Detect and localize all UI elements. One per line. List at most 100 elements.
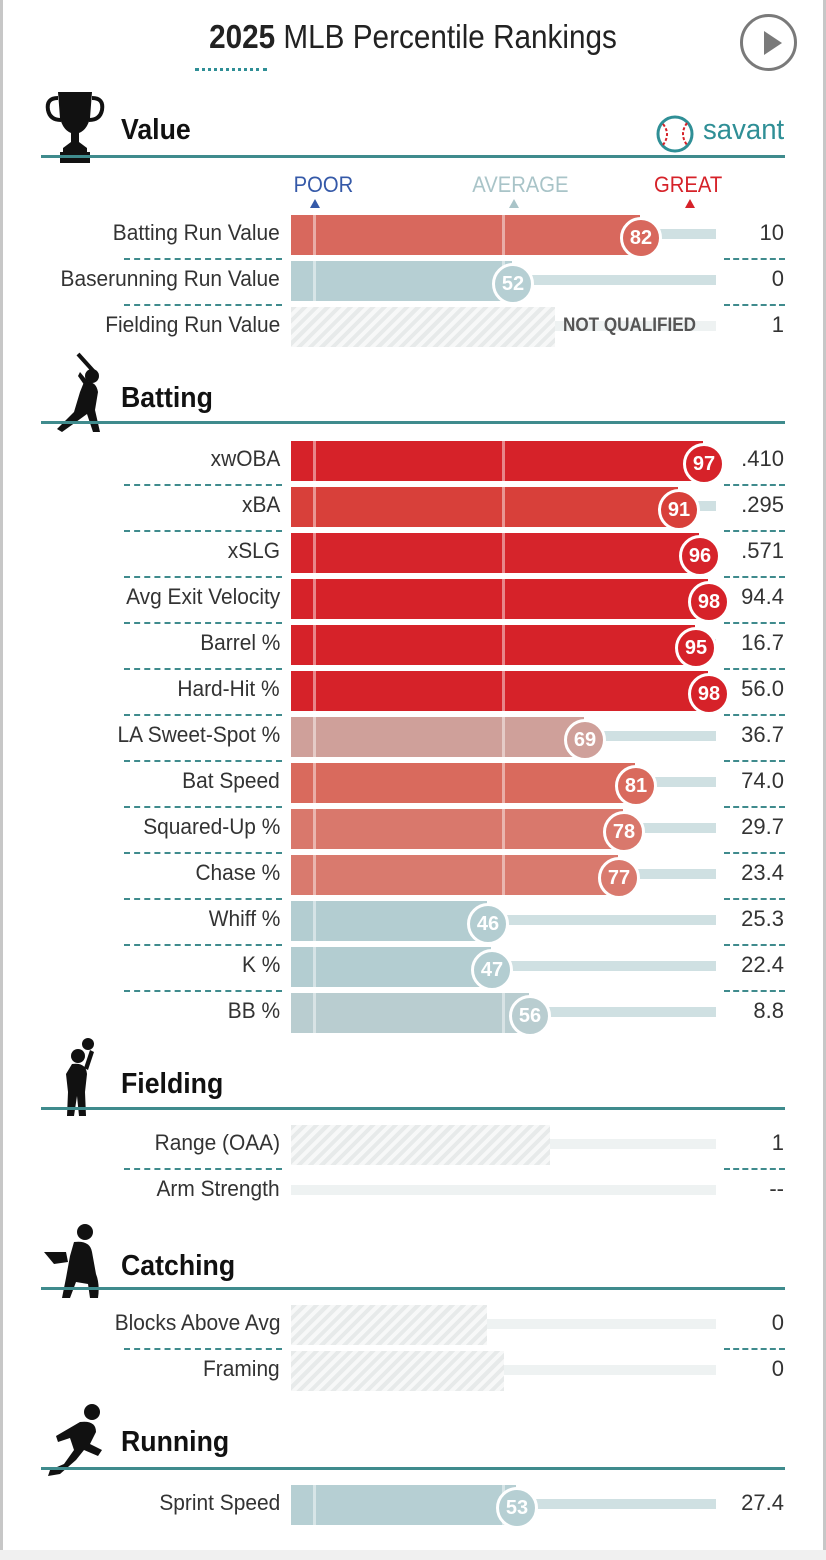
percentile-badge[interactable]: 47 (471, 949, 513, 991)
metric-track (291, 1319, 716, 1329)
metric-row[interactable]: Blocks Above Avg 0 (0, 1303, 826, 1350)
metric-label: xSLG (227, 538, 280, 563)
metric-value: 0 (771, 1356, 784, 1381)
percentile-badge[interactable]: 77 (598, 857, 640, 899)
row-divider-left (124, 622, 282, 624)
left-border (0, 0, 3, 1560)
metric-row[interactable]: Framing 0 (0, 1349, 826, 1395)
percentile-badge[interactable]: 95 (675, 627, 717, 669)
average-tick (502, 215, 505, 255)
percentile-badge[interactable]: 46 (467, 903, 509, 945)
percentile-badge[interactable]: 56 (509, 995, 551, 1037)
metric-row[interactable]: Avg Exit Velocity 98 94.4 (0, 577, 826, 624)
metric-bar (291, 993, 529, 1033)
percentile-badge[interactable]: 81 (615, 765, 657, 807)
metric-row[interactable]: Batting Run Value 82 10 (0, 213, 826, 260)
section-title-batting: Batting (121, 382, 213, 414)
metric-row[interactable]: xSLG 96 .571 (0, 531, 826, 578)
baseball-icon (656, 115, 694, 153)
poor-tick (313, 215, 316, 255)
row-divider-left (124, 760, 282, 762)
metric-bar (291, 947, 491, 987)
metric-label: Squared-Up % (142, 814, 280, 839)
average-tick (502, 579, 505, 619)
section-rule-catching (41, 1287, 785, 1290)
section-title-fielding: Fielding (121, 1068, 224, 1100)
metric-row[interactable]: Arm Strength -- (0, 1169, 826, 1215)
poor-tick (313, 855, 316, 895)
row-divider-left (124, 668, 282, 670)
percentile-badge[interactable]: 96 (679, 535, 721, 577)
page-title: 2025 MLB Percentile Rankings (41, 18, 784, 56)
metric-track (291, 1185, 716, 1195)
metric-label: Framing (203, 1356, 280, 1381)
percentile-badge[interactable]: 98 (688, 673, 730, 715)
batter-icon (57, 352, 100, 432)
percentile-badge[interactable]: 69 (564, 719, 606, 761)
percentile-badge[interactable]: 53 (496, 1487, 538, 1529)
section-title-running: Running (121, 1426, 230, 1458)
poor-tick (313, 261, 316, 301)
metric-row[interactable]: Sprint Speed 53 27.4 (0, 1483, 826, 1529)
metric-row[interactable]: Chase % 77 23.4 (0, 853, 826, 900)
unqualified-bar (291, 307, 555, 347)
poor-tick (313, 1485, 316, 1525)
legend-average: AVERAGE (472, 172, 569, 197)
metric-label: Batting Run Value (113, 220, 280, 245)
metric-label: xwOBA (210, 446, 280, 471)
metric-row[interactable]: Barrel % 95 16.7 (0, 623, 826, 670)
row-divider-right (724, 304, 785, 306)
catcher-icon (44, 1224, 99, 1298)
metric-row[interactable]: Squared-Up % 78 29.7 (0, 807, 826, 854)
percentile-badge[interactable]: 97 (683, 443, 725, 485)
metric-row[interactable]: LA Sweet-Spot % 69 36.7 (0, 715, 826, 762)
metric-row[interactable]: Baserunning Run Value 52 0 (0, 259, 826, 306)
row-divider-right (724, 806, 785, 808)
metric-row[interactable]: Range (OAA) 1 (0, 1123, 826, 1170)
row-divider-right (724, 258, 785, 260)
average-tick (502, 763, 505, 803)
metric-bar (291, 441, 703, 481)
trophy-icon (45, 92, 105, 163)
metric-bar (291, 215, 640, 255)
metric-bar (291, 625, 695, 665)
metric-value: 8.8 (753, 998, 784, 1023)
average-tick (502, 487, 505, 527)
average-tick (502, 533, 505, 573)
metric-value: 94.4 (741, 584, 784, 609)
percentile-badge[interactable]: 78 (603, 811, 645, 853)
row-divider-right (724, 990, 785, 992)
metric-row[interactable]: xwOBA 97 .410 (0, 439, 826, 486)
metric-row[interactable]: xBA 91 .295 (0, 485, 826, 532)
unqualified-bar (291, 1125, 550, 1165)
percentile-badge[interactable]: 91 (658, 489, 700, 531)
row-divider-right (724, 484, 785, 486)
metric-row[interactable]: Hard-Hit % 98 56.0 (0, 669, 826, 716)
metric-bar (291, 261, 512, 301)
title-year: 2025 (209, 18, 276, 55)
metric-row[interactable]: Fielding Run Value NOT QUALIFIED 1 (0, 305, 826, 351)
play-button[interactable] (740, 14, 797, 71)
row-divider-right (724, 576, 785, 578)
percentile-badge[interactable]: 52 (492, 263, 534, 305)
metric-value: .571 (741, 538, 784, 563)
percentile-badge[interactable]: 98 (688, 581, 730, 623)
metric-row[interactable]: Whiff % 46 25.3 (0, 899, 826, 946)
row-divider-right (724, 760, 785, 762)
metric-row[interactable]: Bat Speed 81 74.0 (0, 761, 826, 808)
row-divider-right (724, 668, 785, 670)
average-tick (502, 993, 505, 1033)
row-divider-left (124, 1348, 282, 1350)
runner-icon (48, 1404, 102, 1476)
metric-row[interactable]: BB % 56 8.8 (0, 991, 826, 1037)
bottom-band (0, 1550, 826, 1560)
right-border (823, 0, 826, 1560)
metric-label: Whiff % (208, 906, 280, 931)
average-tick (502, 809, 505, 849)
metric-row[interactable]: K % 47 22.4 (0, 945, 826, 992)
metric-label: Fielding Run Value (104, 312, 280, 337)
percentile-badge[interactable]: 82 (620, 217, 662, 259)
metric-bar (291, 579, 708, 619)
title-underline (195, 68, 267, 71)
savant-logo[interactable]: savant (655, 114, 795, 154)
